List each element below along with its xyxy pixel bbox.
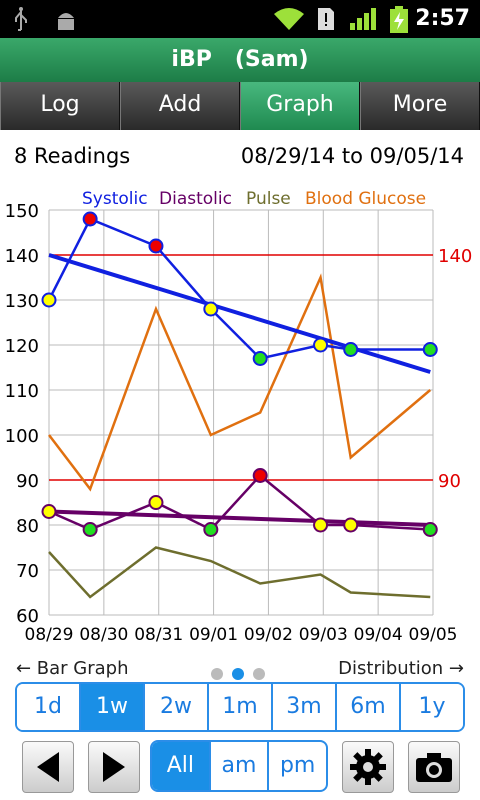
tab-add[interactable]: Add bbox=[120, 82, 240, 130]
page-indicator bbox=[211, 664, 274, 685]
tab-more[interactable]: More bbox=[360, 82, 480, 130]
data-point bbox=[422, 522, 438, 537]
x-tick-label: 09/02 bbox=[244, 625, 293, 645]
settings-button[interactable] bbox=[342, 741, 394, 793]
data-point bbox=[148, 238, 164, 254]
series-line bbox=[48, 273, 432, 492]
main-tabs: Log Add Graph More bbox=[0, 82, 480, 130]
arrow-left-icon bbox=[37, 752, 59, 782]
range-6m[interactable]: 6m bbox=[335, 684, 399, 730]
y-tick-label: 130 bbox=[5, 291, 39, 312]
x-tick-label: 09/05 bbox=[409, 625, 458, 645]
range-2w[interactable]: 2w bbox=[143, 684, 207, 730]
x-tick-label: 09/04 bbox=[354, 625, 403, 645]
page-dot bbox=[211, 668, 223, 680]
range-1m[interactable]: 1m bbox=[207, 684, 271, 730]
data-point bbox=[343, 342, 359, 357]
summary-row: 8 Readings 08/29/14 to 09/05/14 bbox=[0, 140, 480, 174]
data-point bbox=[252, 351, 268, 366]
app-title-bar: iBP (Sam) bbox=[0, 38, 480, 82]
data-point bbox=[82, 522, 98, 537]
range-3m[interactable]: 3m bbox=[271, 684, 335, 730]
time-of-day-filter: All am pm bbox=[150, 740, 328, 792]
range-1y[interactable]: 1y bbox=[399, 684, 463, 730]
android-debug-icon bbox=[58, 13, 74, 30]
page-dot bbox=[253, 668, 265, 680]
x-tick-label: 09/03 bbox=[299, 625, 348, 645]
bp-line-chart[interactable]: 08/29 08/30 08/31 09/01 09/02 09/03 09/04 09/05… bbox=[0, 180, 480, 650]
y-tick-label: 120 bbox=[5, 336, 39, 357]
x-tick-label: 08/31 bbox=[134, 625, 183, 645]
tab-graph[interactable]: Graph bbox=[240, 82, 360, 130]
data-point bbox=[422, 342, 438, 357]
data-point bbox=[82, 211, 98, 227]
bar-graph-link[interactable]: ← Bar Graph bbox=[16, 658, 129, 679]
y-tick-label: 70 bbox=[16, 561, 39, 582]
legend-entry: Systolic bbox=[82, 189, 148, 209]
x-tick-label: 08/30 bbox=[79, 625, 128, 645]
legend-entry: Diastolic bbox=[159, 189, 232, 209]
data-point bbox=[41, 292, 57, 308]
y-tick-label: 150 bbox=[5, 201, 39, 222]
data-point bbox=[41, 504, 57, 519]
range-1w[interactable]: 1w bbox=[79, 684, 143, 730]
wifi-icon bbox=[274, 8, 304, 30]
signal-icon bbox=[350, 8, 376, 30]
previous-button[interactable] bbox=[22, 741, 74, 793]
filter-all[interactable]: All bbox=[152, 742, 209, 790]
data-point bbox=[203, 522, 219, 537]
reference-line-label: 140 bbox=[438, 246, 472, 267]
filter-pm[interactable]: pm bbox=[267, 742, 326, 790]
range-selector: 1d 1w 2w 1m 3m 6m 1y bbox=[15, 682, 465, 732]
y-tick-label: 100 bbox=[5, 426, 39, 447]
range-1d[interactable]: 1d bbox=[17, 684, 79, 730]
y-tick-label: 90 bbox=[16, 471, 39, 492]
tab-log[interactable]: Log bbox=[0, 82, 120, 130]
status-bar: 2:57 bbox=[0, 0, 480, 38]
gear-icon bbox=[350, 749, 386, 785]
series-line bbox=[47, 217, 431, 360]
distribution-link[interactable]: Distribution → bbox=[338, 658, 464, 679]
readings-count: 8 Readings bbox=[14, 144, 131, 168]
data-point bbox=[203, 301, 219, 317]
data-point bbox=[313, 517, 329, 533]
page-dot-active bbox=[232, 668, 244, 680]
y-tick-label: 80 bbox=[16, 516, 39, 537]
camera-button[interactable] bbox=[408, 741, 460, 793]
trend-line bbox=[48, 509, 431, 527]
data-point bbox=[252, 468, 268, 483]
trend-line bbox=[48, 253, 431, 374]
usb-icon bbox=[15, 7, 27, 31]
legend-entry: Pulse bbox=[246, 189, 291, 209]
x-tick-label: 08/29 bbox=[25, 625, 74, 645]
reference-line-label: 90 bbox=[438, 471, 461, 492]
y-tick-label: 110 bbox=[5, 381, 39, 402]
date-range: 08/29/14 to 09/05/14 bbox=[240, 144, 464, 168]
y-tick-label: 60 bbox=[16, 606, 39, 627]
legend-entry: Blood Glucose bbox=[305, 189, 426, 209]
y-tick-label: 140 bbox=[5, 246, 39, 267]
data-point bbox=[313, 337, 329, 353]
x-tick-label: 09/01 bbox=[189, 625, 238, 645]
app-title: iBP (Sam) bbox=[171, 47, 309, 72]
series-line bbox=[48, 546, 431, 599]
battery-charging-icon bbox=[390, 6, 408, 33]
arrow-right-icon bbox=[103, 752, 125, 782]
next-button[interactable] bbox=[88, 741, 140, 793]
data-point bbox=[148, 495, 164, 510]
clock: 2:57 bbox=[415, 6, 470, 31]
filter-am[interactable]: am bbox=[208, 742, 268, 790]
sim-alert-icon bbox=[318, 8, 334, 30]
data-point bbox=[343, 517, 359, 533]
camera-icon bbox=[416, 753, 452, 782]
graph-pager: ← Bar Graph Distribution → bbox=[0, 656, 480, 682]
